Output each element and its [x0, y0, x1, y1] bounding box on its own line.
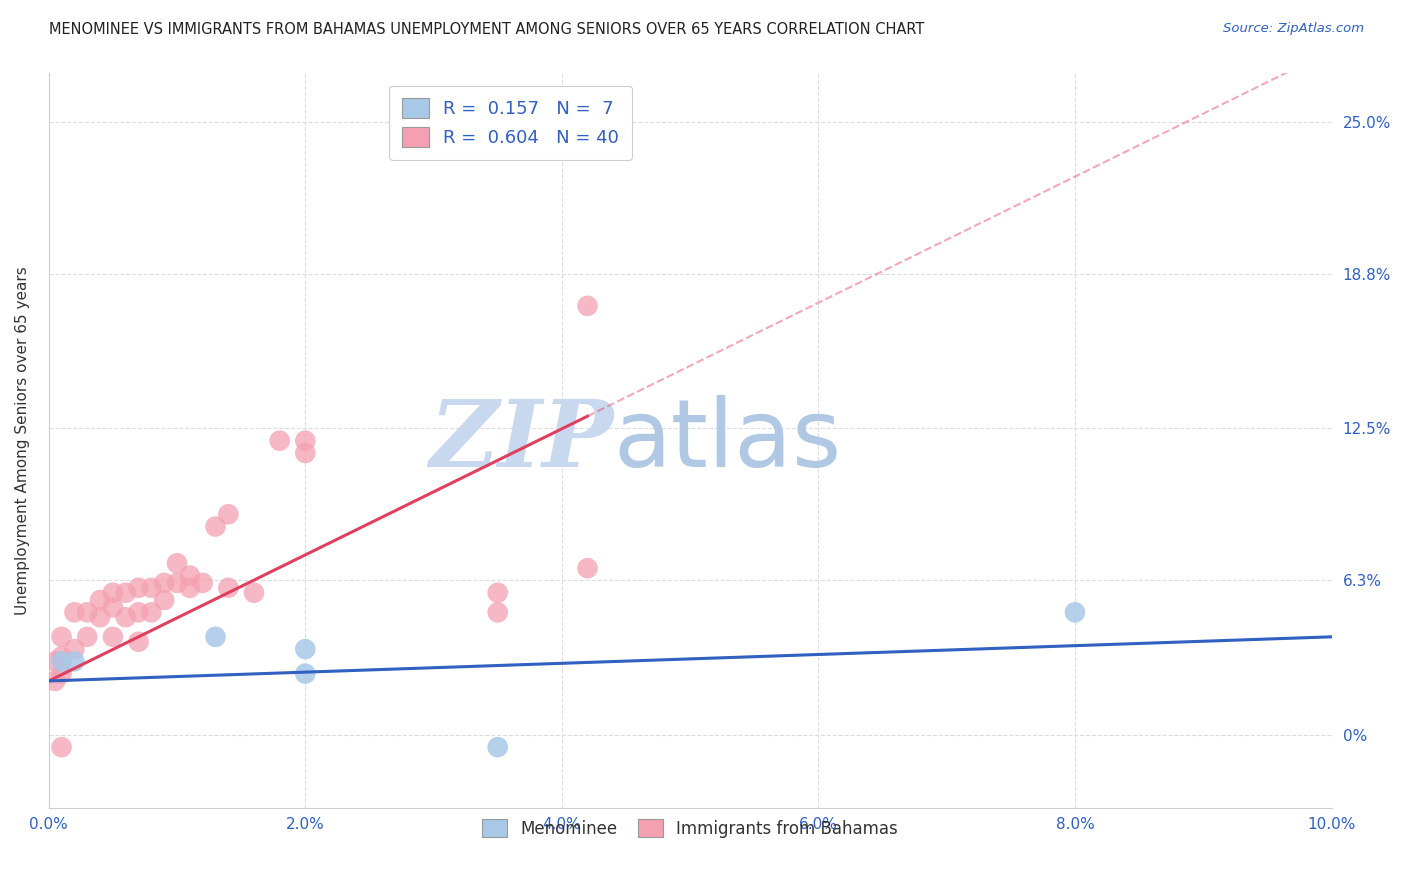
Point [166, 556, 188, 570]
Point [486, 740, 509, 755]
Text: atlas: atlas [613, 395, 841, 487]
Point [44, 654, 66, 668]
Text: ZIP: ZIP [429, 396, 613, 486]
Point [153, 575, 176, 590]
Point [51, 740, 73, 755]
Y-axis label: Unemployment Among Seniors over 65 years: Unemployment Among Seniors over 65 years [15, 267, 30, 615]
Point [89, 610, 111, 624]
Point [576, 299, 599, 313]
Point [141, 581, 163, 595]
Point [128, 581, 150, 595]
Point [191, 575, 214, 590]
Point [128, 605, 150, 619]
Point [114, 585, 136, 599]
Point [128, 634, 150, 648]
Point [51, 649, 73, 664]
Point [243, 585, 266, 599]
Point [217, 581, 239, 595]
Point [294, 642, 316, 657]
Point [51, 666, 73, 681]
Point [179, 581, 201, 595]
Point [486, 605, 509, 619]
Point [76, 630, 98, 644]
Point [101, 600, 124, 615]
Point [141, 605, 163, 619]
Point [44, 673, 66, 688]
Point [204, 630, 226, 644]
Point [153, 593, 176, 607]
Point [63, 654, 86, 668]
Point [51, 654, 73, 668]
Point [101, 585, 124, 599]
Text: Source: ZipAtlas.com: Source: ZipAtlas.com [1223, 22, 1364, 36]
Point [114, 610, 136, 624]
Point [1064, 605, 1087, 619]
Point [101, 630, 124, 644]
Point [204, 519, 226, 533]
Point [217, 508, 239, 522]
Text: MENOMINEE VS IMMIGRANTS FROM BAHAMAS UNEMPLOYMENT AMONG SENIORS OVER 65 YEARS CO: MENOMINEE VS IMMIGRANTS FROM BAHAMAS UNE… [49, 22, 925, 37]
Point [269, 434, 291, 448]
Point [294, 446, 316, 460]
Point [51, 630, 73, 644]
Point [63, 605, 86, 619]
Point [89, 593, 111, 607]
Point [179, 568, 201, 582]
Point [63, 642, 86, 657]
Point [294, 666, 316, 681]
Point [166, 575, 188, 590]
Point [486, 585, 509, 599]
Point [576, 561, 599, 575]
Legend: Menominee, Immigrants from Bahamas: Menominee, Immigrants from Bahamas [475, 813, 904, 844]
Point [294, 434, 316, 448]
Point [76, 605, 98, 619]
